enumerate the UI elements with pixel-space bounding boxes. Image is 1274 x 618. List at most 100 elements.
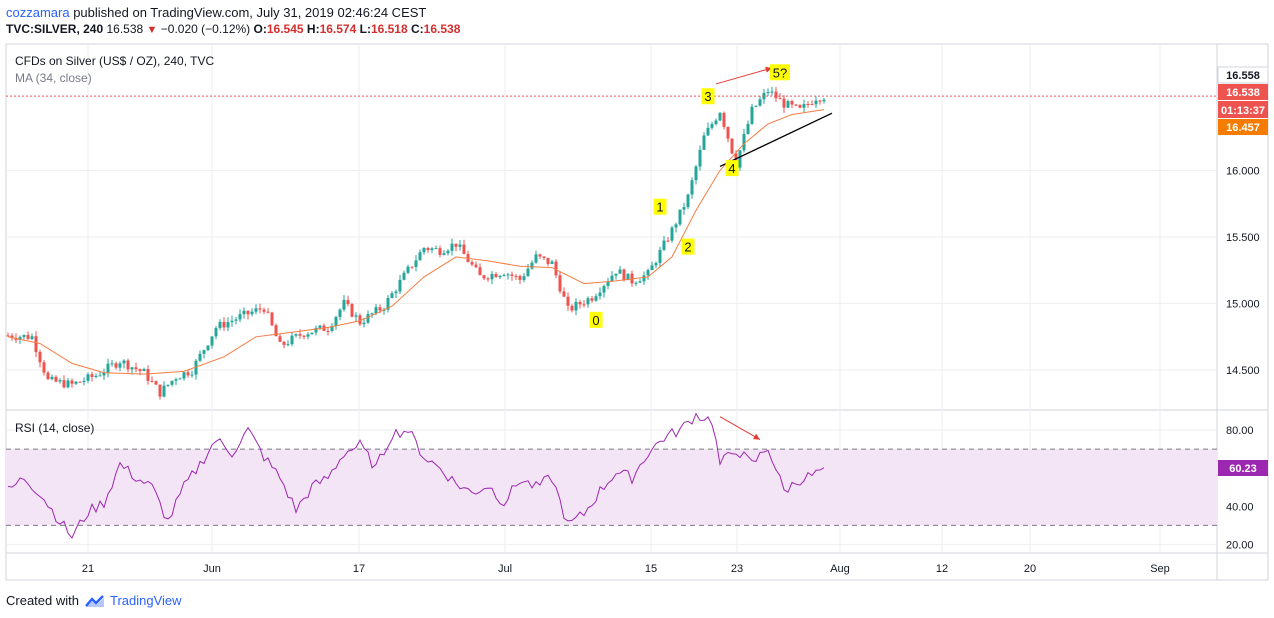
time-tick: 23 [731, 563, 743, 575]
candle [106, 363, 110, 373]
candle [722, 112, 726, 127]
candle [278, 336, 282, 342]
candle [718, 112, 722, 121]
candle [202, 350, 206, 354]
tradingview-link[interactable]: TradingView [110, 593, 182, 608]
candle [742, 133, 746, 151]
candle [358, 315, 362, 325]
candle [74, 381, 78, 384]
candle [550, 261, 554, 264]
candle [602, 285, 606, 293]
candle [58, 380, 62, 382]
candle [458, 244, 462, 247]
candle [122, 360, 126, 364]
candle [294, 334, 298, 336]
candle [66, 380, 70, 388]
candle [338, 309, 342, 317]
candle [34, 336, 38, 352]
candle [542, 256, 546, 258]
wave-label: 3 [704, 89, 711, 104]
candle [430, 248, 434, 251]
candle [510, 274, 514, 276]
candle [586, 298, 590, 305]
candle [730, 138, 734, 154]
candle [678, 209, 682, 225]
candle [254, 308, 258, 312]
candle [290, 335, 294, 345]
candle [178, 378, 182, 380]
price-axis[interactable]: 16.000 15.500 15.000 14.500 [1226, 165, 1260, 377]
candle [530, 262, 534, 269]
rsi-tick: 80.00 [1226, 425, 1254, 437]
time-tick: 15 [645, 563, 657, 575]
candle [46, 372, 50, 380]
candle [494, 273, 498, 278]
candle [594, 296, 598, 301]
candle [182, 372, 186, 379]
svg-text:60.23: 60.23 [1229, 463, 1257, 475]
candle [6, 335, 10, 337]
time-tick: 17 [353, 563, 365, 575]
candle [806, 104, 810, 106]
candle [310, 332, 314, 335]
candle [710, 124, 714, 128]
candle [754, 105, 758, 107]
candle [194, 360, 198, 375]
candle [666, 240, 670, 242]
price-tag-rsi: 60.23 [1218, 460, 1268, 476]
candle [118, 363, 122, 368]
candle [582, 304, 586, 306]
candle [482, 275, 486, 279]
rsi-tick: 40.00 [1226, 501, 1254, 513]
down-arrow-icon: ▼ [146, 24, 158, 36]
candle [598, 292, 602, 297]
candle [502, 275, 506, 277]
candle [274, 325, 278, 337]
footer: Created with TradingView [6, 593, 182, 608]
candle [222, 321, 226, 328]
ohlc-line: TVC:SILVER, 240 16.538 ▼ −0.020 (−0.12%)… [6, 22, 460, 36]
candle [238, 314, 242, 320]
author-link[interactable]: cozzamara [6, 5, 70, 20]
candle [818, 100, 822, 102]
candle [554, 261, 558, 276]
divergence-arrow-rsi[interactable] [719, 416, 761, 441]
time-tick: Sep [1150, 563, 1170, 575]
candle [462, 244, 466, 255]
candle [422, 247, 426, 253]
high-label: H: [306, 22, 320, 36]
price-tick: 16.000 [1226, 165, 1260, 177]
candle [746, 123, 750, 134]
candle [234, 319, 238, 321]
candle [362, 322, 366, 325]
price-tick: 14.500 [1226, 365, 1260, 377]
wave-labels: 0 1 2 3 4 5? [589, 64, 790, 328]
trendline[interactable] [719, 112, 833, 168]
time-tick: 12 [936, 563, 948, 575]
price-change: −0.020 (−0.12%) [160, 22, 251, 36]
time-tick: 21 [82, 563, 94, 575]
candle [42, 362, 46, 373]
price-tick: 15.000 [1226, 299, 1260, 311]
divergence-arrow-price[interactable] [715, 67, 773, 85]
candle [634, 282, 638, 284]
wave-label: 1 [656, 200, 663, 215]
candle [446, 250, 450, 254]
candle [378, 307, 382, 311]
candle [270, 312, 274, 326]
candle [778, 98, 782, 100]
candle [162, 385, 166, 397]
svg-text:16.457: 16.457 [1226, 122, 1260, 134]
time-axis[interactable]: 21 Jun 17 Jul 15 23 Aug 12 20 Sep [82, 563, 1170, 575]
wave-label: 5? [773, 65, 787, 80]
candle [30, 336, 34, 340]
tradingview-logo-icon [84, 595, 104, 607]
candle [70, 380, 74, 384]
symbol-label: TVC:SILVER, 240 [6, 22, 104, 36]
candle [782, 98, 786, 108]
publish-info: published on TradingView.com, July 31, 2… [73, 5, 427, 20]
candle [802, 104, 806, 108]
time-tick: 20 [1024, 563, 1036, 575]
